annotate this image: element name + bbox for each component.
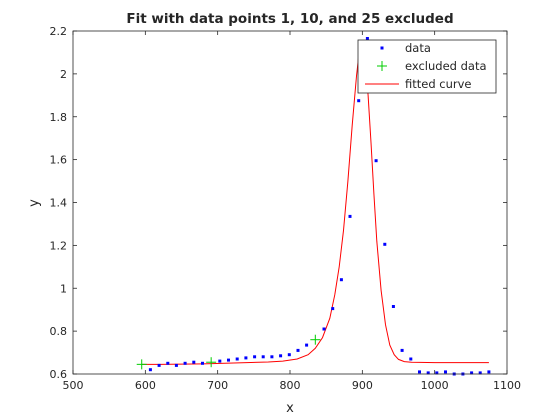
data-point: [322, 327, 326, 331]
data-point: [339, 278, 343, 282]
data-point: [244, 356, 248, 360]
data-point: [227, 358, 230, 362]
y-axis-label: y: [27, 199, 42, 207]
chart-title: Fit with data points 1, 10, and 25 exclu…: [126, 11, 453, 27]
data-point: [391, 305, 395, 308]
data-point: [400, 348, 404, 352]
legend-data-marker: [380, 46, 384, 50]
data-point: [235, 357, 239, 361]
data-point: [218, 359, 222, 363]
data-point: [261, 355, 265, 359]
excluded-data-point: [136, 359, 147, 370]
y-tick-label: 1.2: [50, 239, 68, 252]
excluded-data-point: [206, 357, 217, 368]
y-tick-label: 1.4: [50, 197, 68, 210]
y-tick-label: 2: [60, 68, 67, 81]
data-point: [183, 361, 187, 365]
data-point: [487, 370, 491, 374]
data-point: [270, 355, 274, 359]
data-point: [374, 159, 378, 163]
data-point: [305, 343, 309, 347]
data-point: [418, 370, 421, 374]
data-point: [478, 371, 482, 375]
x-tick-label: 600: [135, 379, 156, 392]
x-tick-label: 500: [63, 379, 84, 392]
data-point: [296, 348, 300, 352]
y-tick-label: 1: [60, 282, 67, 295]
data-point: [409, 357, 413, 361]
data-point: [357, 99, 361, 103]
x-tick-label: 700: [207, 379, 228, 392]
data-point: [148, 368, 152, 372]
data-point: [348, 214, 352, 218]
x-tick-label: 900: [352, 379, 373, 392]
excluded-data-point: [310, 334, 321, 345]
data-point: [157, 363, 161, 367]
data-point: [426, 371, 430, 375]
legend-data-label: data: [405, 41, 431, 55]
data-point: [287, 353, 291, 357]
data-point: [435, 371, 439, 375]
y-tick-label: 0.8: [50, 325, 68, 338]
data-point: [166, 361, 170, 365]
data-point: [331, 307, 335, 311]
x-tick-label: 800: [280, 379, 301, 392]
data-point: [253, 355, 257, 359]
data-point: [470, 371, 474, 375]
axes-layer: 500 600 700 800 900 1000 1100 0.6 0.8 1 1.2 1.4 1.6 1…: [50, 25, 522, 392]
legend-excluded-label: excluded data: [405, 59, 487, 73]
data-point: [444, 370, 447, 374]
y-tick-label: 0.6: [50, 368, 68, 381]
x-tick-label: 1100: [493, 379, 521, 392]
data-point: [365, 37, 369, 40]
y-tick-label: 2.2: [50, 25, 68, 38]
y-tick-label: 1.8: [50, 111, 68, 124]
data-point: [279, 354, 283, 358]
data-point: [383, 242, 387, 246]
legend: data excluded data fitted curve: [357, 39, 497, 94]
x-axis-label: x: [286, 401, 294, 416]
legend-fitted-label: fitted curve: [405, 77, 472, 91]
legend-excluded-marker: [377, 61, 387, 71]
data-point: [192, 360, 196, 364]
y-tick-label: 1.6: [50, 154, 68, 167]
x-tick-label: 1000: [421, 379, 449, 392]
data-point: [174, 363, 178, 367]
data-point: [201, 361, 204, 365]
